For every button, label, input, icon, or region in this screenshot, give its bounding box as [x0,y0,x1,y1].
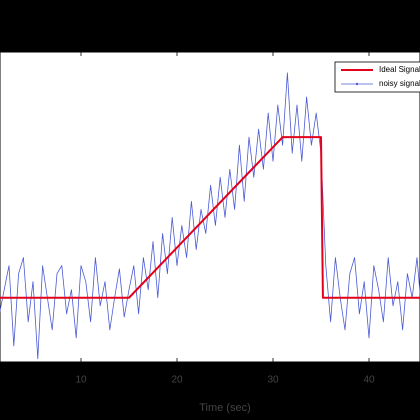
legend-box [334,61,420,93]
x-axis-label: Time (sec) [199,402,251,414]
x-tick-label: 10 [75,375,87,386]
legend-label: noisy signal [379,79,420,88]
plot-area [0,51,420,363]
x-tick-label: 40 [363,375,375,386]
legend-marker [355,82,359,86]
legend-label: Ideal Signal [379,65,420,74]
series-line [0,136,420,299]
plot-layer [0,72,420,360]
x-tick-label: 30 [267,375,279,386]
x-tick-label: 20 [171,375,183,386]
